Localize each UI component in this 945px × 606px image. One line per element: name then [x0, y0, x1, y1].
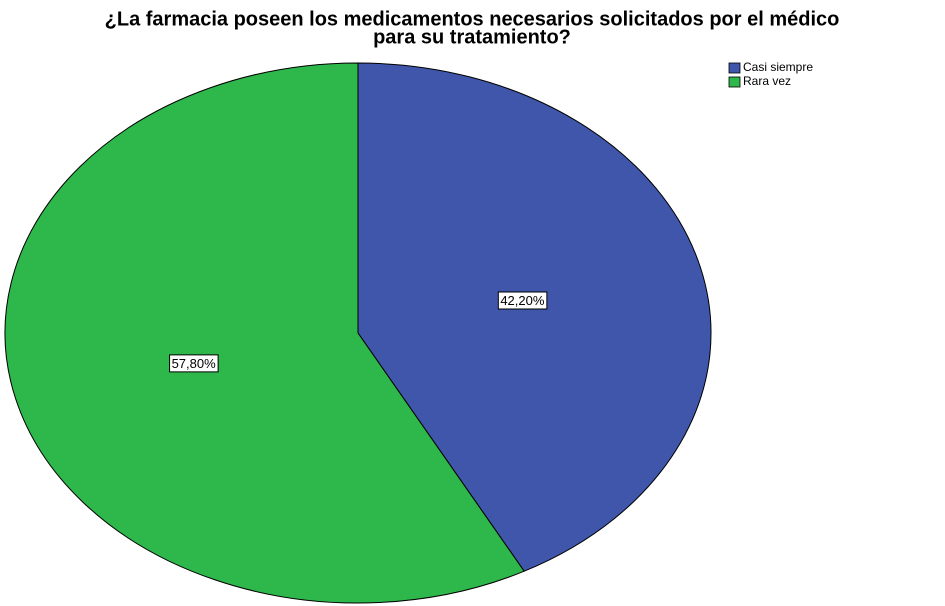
data-label: 57,80%: [169, 354, 219, 373]
pie-slice: [357, 62, 712, 572]
data-label: 42,20%: [497, 291, 548, 310]
pie-slice: [4, 62, 525, 604]
legend-label: Casi siempre: [743, 60, 813, 74]
legend-label: Rara vez: [743, 74, 791, 88]
legend-swatch: [728, 62, 741, 74]
data-label-box: [169, 354, 219, 373]
chart-title: para su tratamiento?: [373, 26, 571, 48]
legend-swatch: [728, 76, 741, 88]
data-label-text: 57,80%: [172, 356, 217, 371]
data-label-text: 42,20%: [500, 293, 545, 308]
chart-title: ¿La farmacia poseen los medicamentos nec…: [105, 8, 840, 30]
data-label-box: [497, 291, 548, 310]
